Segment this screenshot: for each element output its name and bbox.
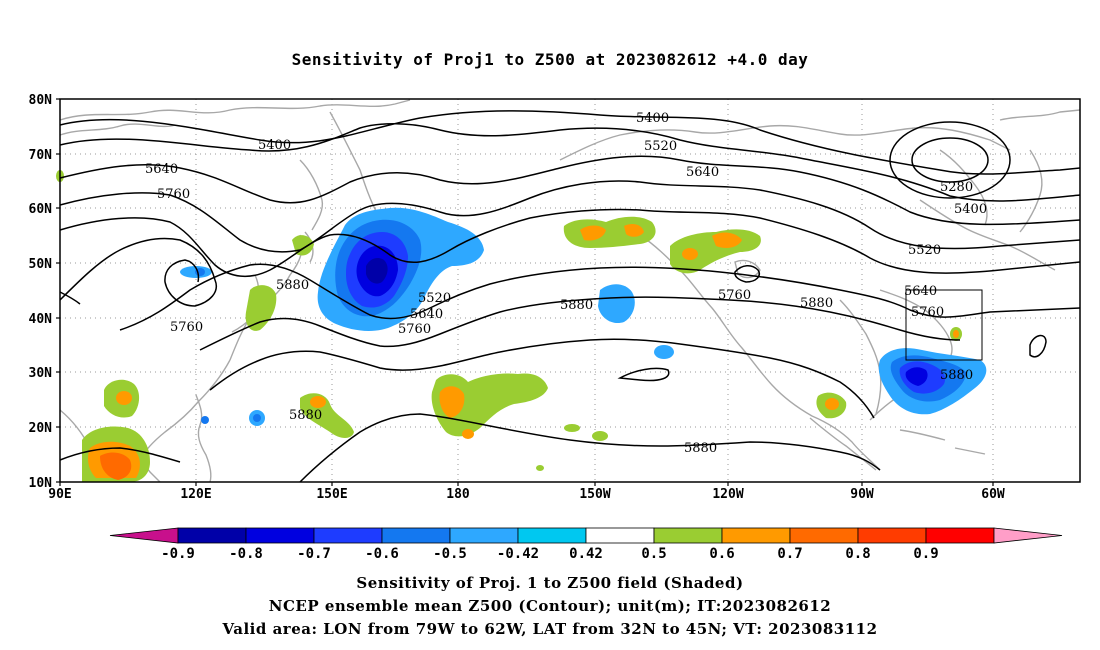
- colorbar-label: -0.9: [161, 546, 195, 562]
- caption-line-2: NCEP ensemble mean Z500 (Contour); unit(…: [268, 597, 832, 615]
- shade-spot-3: [201, 416, 209, 424]
- contour-label: 5760: [718, 288, 751, 303]
- sensitivity-shading: [56, 170, 987, 482]
- contour-label: 5880: [684, 441, 717, 456]
- valid-area-box: [905, 289, 983, 361]
- lat-label: 40N: [29, 312, 53, 327]
- colorbar-swatch: [653, 527, 723, 544]
- map-title: Sensitivity of Proj1 to Z500 at 20230826…: [291, 50, 809, 69]
- colorbar-swatch: [789, 527, 859, 544]
- lat-label: 10N: [29, 476, 53, 491]
- lon-label: 60W: [981, 487, 1005, 502]
- lon-label: 150E: [316, 487, 347, 502]
- contour-label: 5880: [289, 408, 322, 423]
- lat-label: 60N: [29, 202, 53, 217]
- map-frame: [59, 98, 1081, 483]
- contour-label: 5520: [418, 291, 451, 306]
- contour-label: 5880: [560, 298, 593, 313]
- lon-label: 90E: [48, 487, 71, 502]
- colorbar-swatch: [925, 527, 995, 544]
- lon-label: 180: [446, 487, 470, 502]
- colorbar-swatch: [721, 527, 791, 544]
- lon-label: 120E: [180, 487, 211, 502]
- lat-label: 50N: [29, 257, 53, 272]
- lon-axis-labels: 90E 120E 150E 180 150W 120W 90W 60W: [48, 487, 1005, 502]
- contour-label: 5760: [170, 320, 203, 335]
- colorbar-left-arrow: [109, 527, 179, 544]
- colorbar-swatch: [517, 527, 587, 544]
- colorbar-label: -0.6: [365, 546, 399, 562]
- lat-label: 70N: [29, 148, 53, 163]
- caption-line-1: Sensitivity of Proj. 1 to Z500 field (Sh…: [356, 574, 744, 592]
- contour-label: 5400: [954, 202, 987, 217]
- caption-line-3: Valid area: LON from 79W to 62W, LAT fro…: [222, 620, 878, 638]
- colorbar-swatch: [313, 527, 383, 544]
- contour-label: 5280: [940, 180, 973, 195]
- lon-label: 90W: [850, 487, 874, 502]
- colorbar-label: -0.5: [433, 546, 467, 562]
- lat-axis-labels: 80N 70N 60N 50N 40N 30N 20N 10N: [29, 93, 53, 491]
- contour-label: 5640: [686, 165, 719, 180]
- colorbar-label: 0.6: [709, 546, 734, 562]
- contour-label: 5760: [398, 322, 431, 337]
- colorbar-swatch: [177, 527, 247, 544]
- lat-label: 20N: [29, 421, 53, 436]
- contour-label: 5640: [904, 284, 937, 299]
- colorbar-label: 0.42: [569, 546, 603, 562]
- colorbar-swatch: [585, 527, 655, 544]
- contour-label: 5520: [908, 243, 941, 258]
- contour-label: 5760: [157, 187, 190, 202]
- contour-label: 5400: [636, 111, 669, 126]
- lat-label: 30N: [29, 366, 53, 381]
- colorbar-label: -0.8: [229, 546, 263, 562]
- lon-label: 120W: [712, 487, 743, 502]
- contour-label: 5640: [145, 162, 178, 177]
- colorbar-label: 0.8: [845, 546, 870, 562]
- contour-label: 5880: [800, 296, 833, 311]
- contour-labels: 5400 5400 5400 5520 5520 5520 5640 5640 …: [145, 111, 987, 456]
- contour-label: 5880: [276, 278, 309, 293]
- colorbar-swatch: [381, 527, 451, 544]
- map-panel: 5400 5400 5400 5520 5520 5520 5640 5640 …: [56, 98, 1081, 486]
- colorbar-swatch: [857, 527, 927, 544]
- contour-label: 5880: [940, 368, 973, 383]
- shade-nw-pacific: [317, 207, 484, 331]
- contour-label: 5640: [410, 307, 443, 322]
- colorbar: -0.9 -0.8 -0.7 -0.6 -0.5 -0.42 0.42 0.5 0.6 0.7 0.…: [109, 527, 1063, 562]
- shade-west-atlantic: [878, 348, 987, 415]
- contour-label: 5400: [258, 138, 291, 153]
- shade-positive: [56, 170, 962, 482]
- colorbar-label: 0.7: [777, 546, 802, 562]
- colorbar-label: -0.7: [297, 546, 331, 562]
- contour-label: 5520: [644, 139, 677, 154]
- contour-label: 5760: [911, 305, 944, 320]
- lat-label: 80N: [29, 93, 53, 108]
- lon-label: 150W: [579, 487, 610, 502]
- colorbar-right-arrow: [993, 527, 1063, 544]
- shade-central-pacific-blue: [598, 284, 635, 324]
- colorbar-swatch: [245, 527, 315, 544]
- colorbar-swatch: [449, 527, 519, 544]
- colorbar-label: 0.9: [913, 546, 938, 562]
- colorbar-label: 0.5: [641, 546, 666, 562]
- colorbar-label: -0.42: [497, 546, 539, 562]
- z500-contours: [59, 110, 1081, 483]
